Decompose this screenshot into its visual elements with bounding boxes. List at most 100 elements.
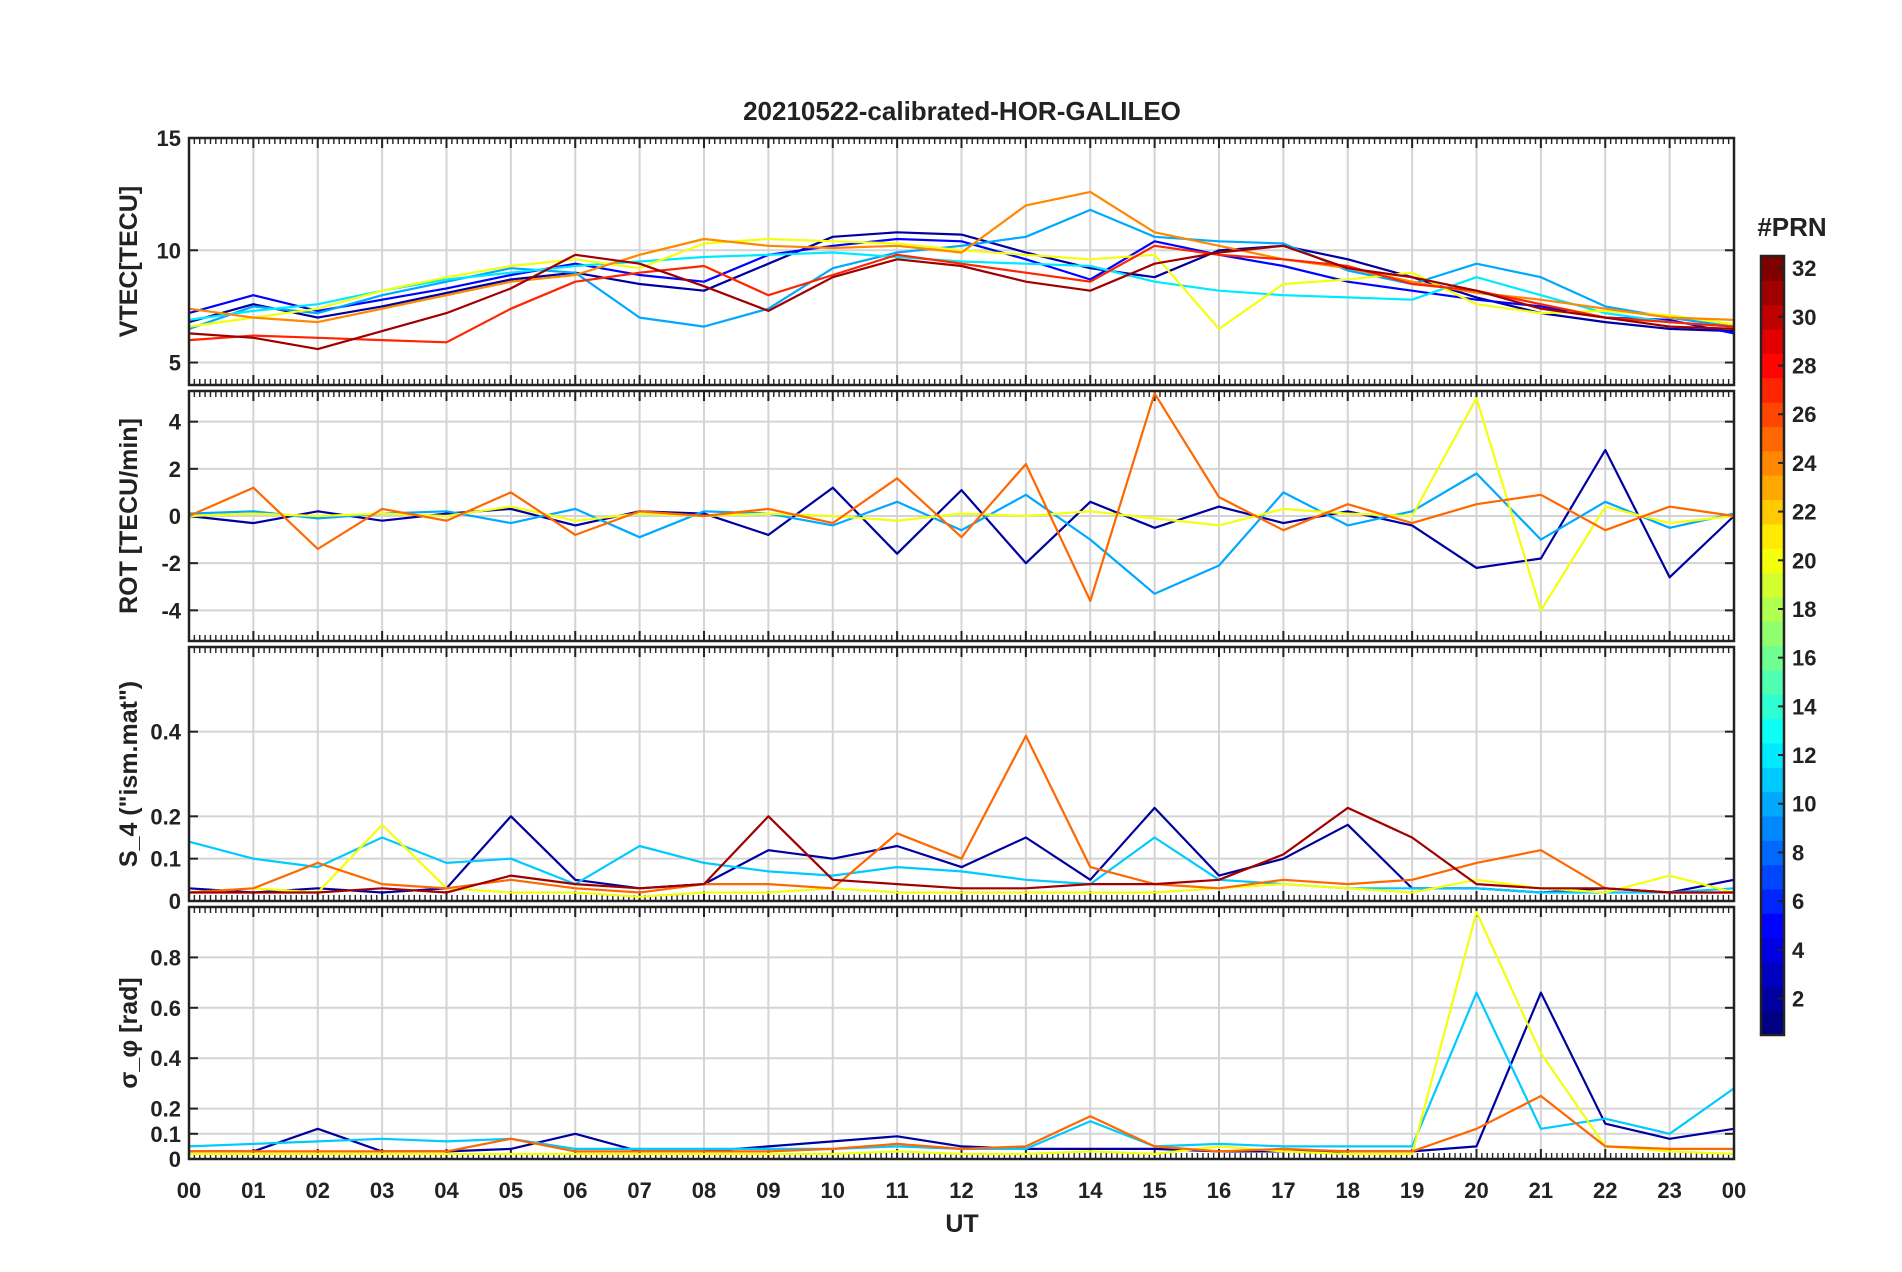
colorbar-cell	[1761, 621, 1784, 647]
colorbar-cell	[1761, 572, 1784, 598]
x-tick-label: 03	[370, 1178, 394, 1203]
colorbar-tick-label: 16	[1792, 646, 1816, 671]
colorbar-cell	[1761, 888, 1784, 914]
x-tick-label: 02	[306, 1178, 330, 1203]
colorbar-label: #PRN	[1757, 212, 1826, 242]
x-tick-label: 23	[1657, 1178, 1681, 1203]
x-tick-label: 06	[563, 1178, 587, 1203]
vtec-series-prn-20	[188, 237, 1735, 330]
colorbar-frame	[1759, 254, 1786, 1037]
s4-ytick-label: 0.1	[150, 847, 181, 872]
sigma-ytick-label: 0.2	[150, 1097, 181, 1122]
rot-ytick-label: -4	[161, 598, 181, 623]
colorbar-cell	[1761, 742, 1784, 768]
colorbar-cell	[1761, 815, 1784, 841]
colorbar-tick-label: 14	[1792, 694, 1817, 719]
rot-series-prn-10	[188, 472, 1735, 595]
panel-rot: -4 -2 0 2 4 ROT [TECU/min]	[115, 389, 1736, 643]
sigma-series-prn-25	[189, 1094, 1734, 1153]
x-tick-label: 11	[885, 1178, 908, 1203]
rot-frame	[187, 389, 1736, 643]
rot-series-prn-2	[188, 448, 1735, 579]
colorbar-cell	[1761, 475, 1784, 501]
colorbar-cell	[1761, 986, 1784, 1012]
colorbar-tick-label: 6	[1792, 889, 1804, 914]
colorbar-tick-label: 24	[1792, 451, 1817, 476]
rot-series-prn-25	[188, 392, 1735, 603]
s4-series-prn-11	[188, 836, 1735, 894]
x-tick-label: 09	[756, 1178, 780, 1203]
colorbar-tick-label: 22	[1792, 500, 1816, 525]
colorbar-cell	[1761, 426, 1784, 452]
x-tick-label: 19	[1400, 1178, 1424, 1203]
rot-y-axis-label: ROT [TECU/min]	[115, 418, 143, 614]
colorbar-cell	[1761, 548, 1784, 574]
colorbar-cell	[1761, 329, 1784, 354]
x-tick-label: 08	[692, 1178, 716, 1203]
colorbar-tick-label: 18	[1792, 597, 1816, 622]
colorbar-tick-label: 32	[1792, 256, 1816, 281]
colorbar-cell	[1761, 450, 1784, 476]
colorbar-tick-label: 28	[1792, 354, 1816, 379]
x-axis: 00 01 02 03 04 05 06 07 08 09 10 11 12 13 14 15 16 17 18 19…	[177, 1178, 1746, 1203]
panel-s4: 0 0.1 0.2 0.4 S_4 ("ism.mat")	[115, 645, 1736, 914]
rot-ytick-label: 0	[169, 504, 181, 529]
x-tick-label: 15	[1142, 1178, 1166, 1203]
rot-ytick-label: 2	[169, 457, 181, 482]
x-tick-label: 14	[1078, 1178, 1103, 1203]
sigma-ytick-label: 0.1	[150, 1122, 181, 1147]
vtec-ytick-label: 15	[157, 126, 181, 151]
vtec-series-prn-10	[188, 208, 1735, 330]
x-tick-label: 22	[1593, 1178, 1617, 1203]
colorbar-cell	[1761, 402, 1784, 427]
colorbar-cell	[1761, 596, 1784, 622]
colorbar-tick-label: 10	[1792, 792, 1816, 817]
colorbar-tick-label: 4	[1792, 938, 1805, 963]
vtec-series-prn-5	[188, 237, 1735, 335]
x-tick-label: 04	[434, 1178, 459, 1203]
sigma-series-prn-20	[189, 910, 1735, 1156]
colorbar-cell	[1761, 523, 1784, 549]
chart-title: 20210522-calibrated-HOR-GALILEO	[743, 96, 1181, 126]
vtec-ytick-label: 5	[169, 351, 181, 376]
colorbar-cell	[1761, 304, 1784, 330]
colorbar-cell	[1761, 669, 1784, 695]
x-tick-label: 12	[949, 1178, 973, 1203]
sigma-frame	[187, 905, 1736, 1161]
colorbar-cell	[1761, 913, 1784, 939]
colorbar-cell	[1761, 256, 1784, 281]
colorbar-cell	[1761, 937, 1784, 963]
colorbar-cell	[1761, 961, 1784, 987]
x-tick-label: 05	[499, 1178, 523, 1203]
sigma-y-axis-label: σ_φ [rad]	[115, 977, 143, 1088]
colorbar-cell	[1761, 280, 1784, 306]
panel-vtec: 5 10 15 VTEC[TECU]	[115, 126, 1736, 387]
x-tick-label: 00	[1722, 1178, 1746, 1203]
s4-series-prn-31	[189, 806, 1734, 894]
vtec-y-axis-label: VTEC[TECU]	[115, 186, 143, 337]
vtec-ytick-label: 10	[157, 238, 181, 263]
panel-sigma: 00.10.2 0.4 0.6 0.8 σ_φ [rad]	[115, 905, 1736, 1172]
colorbar-cell	[1761, 645, 1784, 671]
colorbar-cell	[1761, 377, 1784, 403]
colorbar-cell	[1761, 840, 1784, 866]
s4-ytick-label: 0.4	[150, 720, 181, 745]
x-tick-label: 10	[821, 1178, 845, 1203]
x-tick-label: 07	[627, 1178, 651, 1203]
s4-series-prn-25	[188, 734, 1734, 894]
sigma-ytick-label: 0.4	[150, 1046, 181, 1071]
colorbar-cell	[1761, 1010, 1784, 1036]
sigma-ytick-label: 0	[169, 1147, 181, 1172]
rot-ytick-label: 4	[169, 410, 182, 435]
vtec-series-prn-31	[188, 244, 1735, 351]
colorbar-tick-label: 8	[1792, 840, 1804, 865]
colorbar-cell	[1761, 767, 1784, 793]
colorbar-cell	[1761, 718, 1784, 744]
colorbar-cell	[1761, 791, 1784, 817]
colorbar-tick-label: 26	[1792, 402, 1816, 427]
rot-ytick-label: -2	[161, 551, 181, 576]
colorbar-tick-label: 20	[1792, 548, 1816, 573]
s4-frame	[187, 645, 1736, 903]
